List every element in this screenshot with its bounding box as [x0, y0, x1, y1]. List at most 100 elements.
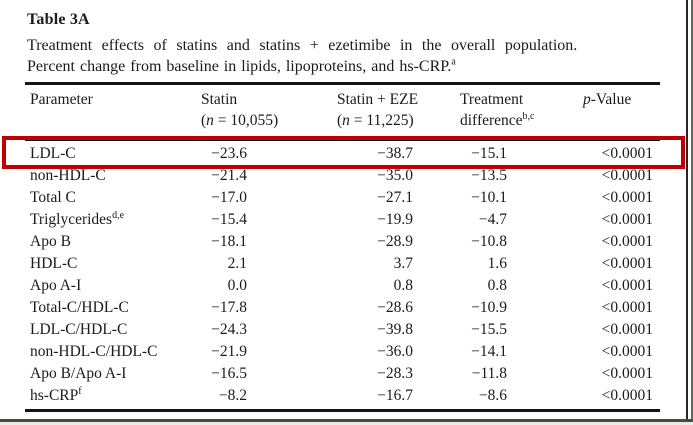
- statin-eze-value-cell: −35.0: [377, 167, 413, 184]
- table-row-ldl-c: LDL-C −23.6 −38.7 −15.1 <0.0001: [25, 143, 660, 165]
- statin-value-cell: −23.6: [211, 145, 247, 162]
- parameter-cell: hs-CRPf: [30, 385, 82, 404]
- p-value-cell: <0.0001: [601, 365, 653, 382]
- caption-line-1: Treatment effects of statins and statins…: [27, 37, 578, 54]
- table-top-rule: [25, 82, 660, 85]
- p-value-cell: <0.0001: [601, 299, 653, 316]
- parameter-cell: HDL-C: [30, 255, 78, 272]
- treatment-diff-value-cell: −10.8: [471, 233, 507, 250]
- table-row-non-hdl-c: non-HDL-C −21.4 −35.0 −13.5 <0.0001: [25, 165, 660, 187]
- table-row-apo-a-i: Apo A-I 0.0 0.8 0.8 <0.0001: [25, 275, 660, 297]
- parameter-cell: non-HDL-C: [30, 167, 106, 184]
- table-row-apo-b: Apo B −18.1 −28.9 −10.8 <0.0001: [25, 231, 660, 253]
- header-treatment-difference: Treatment differenceb,c: [460, 90, 534, 131]
- treatment-diff-value-cell: −4.7: [478, 211, 507, 228]
- parameter-footnote-marker: f: [78, 385, 82, 397]
- parameter-cell: Apo B: [30, 233, 71, 250]
- p-value-cell: <0.0001: [601, 167, 653, 184]
- p-value-cell: <0.0001: [601, 277, 653, 294]
- header-statin-eze-label: Statin + EZE: [337, 91, 419, 108]
- parameter-cell: Triglyceridesd,e: [30, 209, 125, 228]
- statin-value-cell: −18.1: [211, 233, 247, 250]
- parameter-cell: Apo A-I: [30, 277, 82, 294]
- table-caption: Treatment effects of statins and statins…: [27, 35, 658, 77]
- parameter-cell: LDL-C: [30, 145, 76, 162]
- treatment-diff-value-cell: −14.1: [471, 343, 507, 360]
- statin-value-cell: −8.2: [218, 387, 247, 404]
- header-statin-n: (n = 10,055): [201, 111, 279, 129]
- treatment-diff-value-cell: −10.1: [471, 189, 507, 206]
- table-3a-panel: Table 3A Treatment effects of statins an…: [25, 0, 660, 425]
- table-row-ldl-c-hdl-c: LDL-C/HDL-C −24.3 −39.8 −15.5 <0.0001: [25, 319, 660, 341]
- p-value-cell: <0.0001: [601, 145, 653, 162]
- caption-footnote-marker: a: [451, 56, 456, 68]
- table-header-row: Parameter Statin (n = 10,055) Statin + E…: [25, 90, 660, 138]
- p-value-cell: <0.0001: [601, 343, 653, 360]
- header-parameter-label: Parameter: [30, 91, 93, 108]
- statin-value-cell: −15.4: [211, 211, 247, 228]
- statin-value-cell: −17.0: [211, 189, 247, 206]
- header-p-value: p-Value: [583, 90, 631, 111]
- statin-eze-value-cell: −38.7: [377, 145, 413, 162]
- statin-eze-value-cell: −39.8: [377, 321, 413, 338]
- treatment-footnote-marker: b,c: [522, 110, 535, 122]
- treatment-diff-value-cell: 0.8: [487, 277, 507, 294]
- parameter-cell: Total-C/HDL-C: [30, 299, 129, 316]
- parameter-cell: Total C: [30, 189, 76, 206]
- statin-eze-value-cell: −28.3: [377, 365, 413, 382]
- parameter-footnote-marker: d,e: [112, 209, 125, 221]
- screen-bottom-strip: [0, 422, 693, 425]
- parameter-cell: non-HDL-C/HDL-C: [30, 343, 158, 360]
- treatment-diff-value-cell: −10.9: [471, 299, 507, 316]
- header-bottom-rule: [25, 139, 660, 141]
- statin-eze-value-cell: −27.1: [377, 189, 413, 206]
- p-value-cell: <0.0001: [601, 233, 653, 250]
- caption-line-2: Percent change from baseline in lipids, …: [27, 56, 658, 77]
- statin-eze-value-cell: −19.9: [377, 211, 413, 228]
- statin-eze-value-cell: −16.7: [377, 387, 413, 404]
- table-row-apo-b-apo-a-i: Apo B/Apo A-I −16.5 −28.3 −11.8 <0.0001: [25, 363, 660, 385]
- statin-eze-value-cell: −36.0: [377, 343, 413, 360]
- header-treatment-line2: differenceb,c: [460, 110, 535, 129]
- header-p-value-label: p-Value: [583, 91, 632, 108]
- statin-value-cell: −21.9: [211, 343, 247, 360]
- caption-line-2-text: Percent change from baseline in lipids, …: [27, 58, 452, 75]
- table-body: LDL-C −23.6 −38.7 −15.1 <0.0001 non-HDL-…: [25, 143, 660, 407]
- header-parameter: Parameter: [30, 90, 93, 111]
- statin-eze-value-cell: 3.7: [393, 255, 413, 272]
- p-value-cell: <0.0001: [601, 211, 653, 228]
- header-statin: Statin (n = 10,055): [201, 90, 278, 131]
- table-row-non-hdl-c-hdl-c: non-HDL-C/HDL-C −21.9 −36.0 −14.1 <0.000…: [25, 341, 660, 363]
- statin-value-cell: −21.4: [211, 167, 247, 184]
- header-statin-eze: Statin + EZE (n = 11,225): [337, 90, 418, 131]
- header-treatment-line1: Treatment: [460, 91, 524, 108]
- p-value-cell: <0.0001: [601, 387, 653, 404]
- statin-value-cell: −16.5: [211, 365, 247, 382]
- statin-value-cell: 2.1: [227, 255, 247, 272]
- treatment-diff-value-cell: −8.6: [478, 387, 507, 404]
- treatment-diff-value-cell: 1.6: [487, 255, 507, 272]
- treatment-diff-value-cell: −11.8: [471, 365, 507, 382]
- statin-value-cell: −24.3: [211, 321, 247, 338]
- statin-eze-value-cell: 0.8: [393, 277, 413, 294]
- screen-bottom-edge-line: [0, 419, 693, 422]
- page-right-border-line: [686, 0, 688, 425]
- table-row-hdl-c: HDL-C 2.1 3.7 1.6 <0.0001: [25, 253, 660, 275]
- statin-value-cell: −17.8: [211, 299, 247, 316]
- parameter-cell: Apo B/Apo A-I: [30, 365, 127, 382]
- table-title: Table 3A: [27, 11, 90, 28]
- treatment-diff-value-cell: −15.5: [471, 321, 507, 338]
- statin-eze-value-cell: −28.6: [377, 299, 413, 316]
- p-value-cell: <0.0001: [601, 321, 653, 338]
- treatment-diff-value-cell: −13.5: [471, 167, 507, 184]
- statin-value-cell: 0.0: [227, 277, 247, 294]
- table-bottom-rule: [25, 409, 660, 412]
- table-row-total-c-hdl-c: Total-C/HDL-C −17.8 −28.6 −10.9 <0.0001: [25, 297, 660, 319]
- treatment-diff-value-cell: −15.1: [471, 145, 507, 162]
- table-row-triglycerides: Triglyceridesd,e −15.4 −19.9 −4.7 <0.000…: [25, 209, 660, 231]
- header-statin-eze-n: (n = 11,225): [337, 111, 414, 129]
- p-value-cell: <0.0001: [601, 255, 653, 272]
- parameter-cell: LDL-C/HDL-C: [30, 321, 128, 338]
- table-row-total-c: Total C −17.0 −27.1 −10.1 <0.0001: [25, 187, 660, 209]
